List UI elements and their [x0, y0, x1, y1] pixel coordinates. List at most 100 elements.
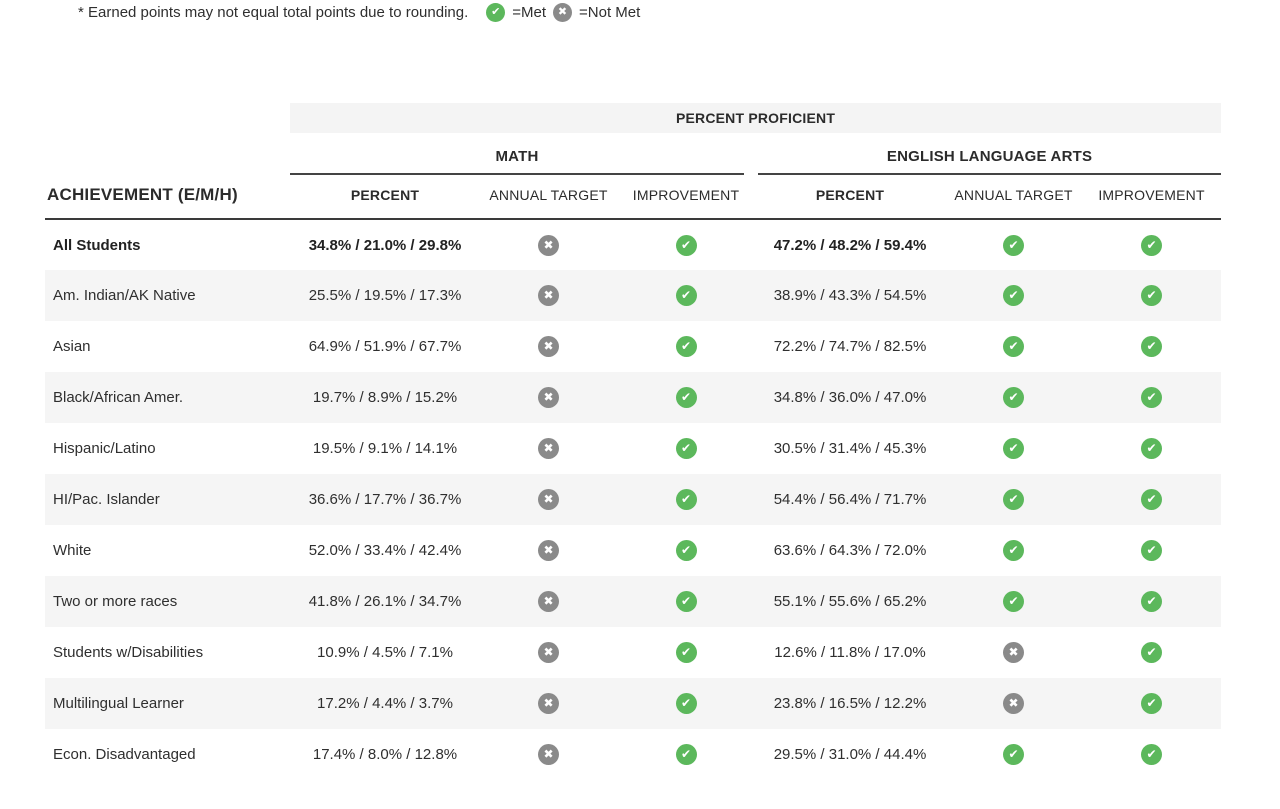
table-row: White 52.0% / 33.4% / 42.4% 63.6% / 64.3…: [45, 525, 1221, 576]
math-annual-target-status-icon: [538, 744, 559, 765]
not-met-x-circle-icon: [553, 3, 573, 22]
ela-annual-target-status-icon: [1003, 285, 1024, 306]
ela-annual-target-status-icon: [1003, 744, 1024, 765]
math-percent-value: 17.4% / 8.0% / 12.8%: [312, 746, 458, 763]
table-row: Am. Indian/AK Native 25.5% / 19.5% / 17.…: [45, 270, 1222, 321]
math-percent-value: 34.8% / 21.0% / 29.8%: [308, 236, 462, 254]
math-annual-target-status-icon: [538, 540, 559, 561]
rounding-note: * Earned points may not equal total poin…: [78, 3, 640, 22]
ela-percent-value: 72.2% / 74.7% / 82.5%: [773, 338, 927, 355]
row-label: Students w/Disabilities: [53, 644, 204, 661]
achievement-row-header: ACHIEVEMENT (E/M/H): [45, 175, 290, 220]
subject-group-row: MATH ENGLISH LANGUAGE ARTS: [45, 133, 1222, 175]
ela-improvement-status-icon: [1141, 642, 1163, 663]
math-percent-value: 17.2% / 4.4% / 3.7%: [317, 695, 453, 712]
row-label: White: [53, 542, 92, 559]
row-label: Am. Indian/AK Native: [53, 287, 196, 304]
math-improvement-status-icon: [675, 489, 697, 510]
math-annual-target-status-icon: [538, 387, 559, 408]
ela-annual-target-status-icon: [1003, 642, 1024, 663]
ela-percent-value: 38.9% / 43.3% / 54.5%: [773, 287, 927, 304]
math-annual-target-status-icon: [538, 642, 559, 663]
ela-annual-target-header: ANNUAL TARGET: [945, 175, 1082, 220]
ela-improvement-status-icon: [1141, 744, 1163, 765]
math-improvement-header: IMPROVEMENT: [617, 175, 755, 220]
ela-percent-value: 63.6% / 64.3% / 72.0%: [773, 542, 927, 559]
math-percent-value: 25.5% / 19.5% / 17.3%: [308, 287, 462, 304]
math-group-header: MATH: [290, 133, 755, 175]
math-improvement-status-icon: [675, 693, 697, 714]
ela-improvement-header: IMPROVEMENT: [1082, 175, 1222, 220]
ela-annual-target-status-icon: [1003, 387, 1024, 408]
math-improvement-status-icon: [675, 285, 697, 306]
ela-group-header: ENGLISH LANGUAGE ARTS: [755, 133, 1222, 175]
achievement-table: PERCENT PROFICIENT MATH ENGLISH LANGUAGE…: [45, 103, 1222, 780]
math-improvement-status-icon: [675, 336, 697, 357]
ela-improvement-status-icon: [1141, 387, 1163, 408]
row-label: Two or more races: [53, 593, 178, 610]
math-annual-target-status-icon: [538, 438, 559, 459]
math-improvement-status-icon: [675, 387, 697, 408]
math-improvement-status-icon: [675, 642, 697, 663]
achievement-report-table: PERCENT PROFICIENT MATH ENGLISH LANGUAGE…: [45, 103, 1222, 780]
math-improvement-status-icon: [675, 540, 697, 561]
math-annual-target-status-icon: [538, 285, 559, 306]
rounding-note-text: * Earned points may not equal total poin…: [78, 4, 469, 21]
ela-annual-target-status-icon: [1003, 234, 1024, 256]
math-annual-target-status-icon: [538, 336, 559, 357]
ela-improvement-status-icon: [1141, 285, 1163, 306]
ela-annual-target-status-icon: [1003, 591, 1024, 612]
ela-improvement-status-icon: [1141, 540, 1163, 561]
math-percent-value: 52.0% / 33.4% / 42.4%: [308, 542, 462, 559]
ela-percent-value: 47.2% / 48.2% / 59.4%: [773, 236, 927, 254]
ela-improvement-status-icon: [1141, 234, 1163, 256]
math-percent-value: 10.9% / 4.5% / 7.1%: [317, 644, 453, 661]
math-percent-value: 41.8% / 26.1% / 34.7%: [308, 593, 462, 610]
ela-annual-target-status-icon: [1003, 489, 1024, 510]
math-percent-value: 19.7% / 8.9% / 15.2%: [312, 389, 458, 406]
ela-percent-header: PERCENT: [755, 175, 945, 220]
math-group-label: MATH: [290, 138, 744, 175]
row-label: All Students: [53, 236, 141, 254]
row-label: Black/African Amer.: [53, 389, 184, 406]
table-row: All Students 34.8% / 21.0% / 29.8% 47.2%…: [45, 219, 1221, 270]
met-check-circle-icon: [486, 3, 506, 22]
math-annual-target-status-icon: [538, 591, 559, 612]
ela-improvement-status-icon: [1141, 336, 1163, 357]
banner-spacer: [45, 103, 290, 133]
column-header-row: ACHIEVEMENT (E/M/H) PERCENT ANNUAL TARGE…: [45, 175, 1222, 220]
row-label: Multilingual Learner: [53, 695, 184, 712]
math-annual-target-status-icon: [538, 693, 559, 714]
ela-percent-value: 23.8% / 16.5% / 12.2%: [773, 695, 927, 712]
math-improvement-status-icon: [675, 744, 697, 765]
math-percent-value: 36.6% / 17.7% / 36.7%: [308, 491, 462, 508]
not-met-label: =Not Met: [579, 4, 641, 21]
table-row: Black/African Amer. 19.7% / 8.9% / 15.2%…: [45, 372, 1222, 423]
ela-annual-target-status-icon: [1003, 540, 1024, 561]
ela-percent-value: 30.5% / 31.4% / 45.3%: [773, 440, 927, 457]
ela-percent-value: 29.5% / 31.0% / 44.4%: [773, 746, 927, 763]
ela-annual-target-status-icon: [1003, 336, 1024, 357]
percent-proficient-banner: PERCENT PROFICIENT: [290, 103, 1222, 133]
banner-row: PERCENT PROFICIENT: [45, 103, 1222, 133]
ela-improvement-status-icon: [1141, 489, 1163, 510]
table-row: Multilingual Learner 17.2% / 4.4% / 3.7%…: [45, 678, 1222, 729]
math-improvement-status-icon: [675, 438, 697, 459]
table-row: Two or more races 41.8% / 26.1% / 34.7% …: [45, 576, 1222, 627]
ela-annual-target-status-icon: [1003, 693, 1024, 714]
math-annual-target-status-icon: [538, 234, 559, 256]
math-percent-value: 64.9% / 51.9% / 67.7%: [308, 338, 462, 355]
met-label: =Met: [512, 4, 547, 21]
ela-improvement-status-icon: [1141, 693, 1163, 714]
table-body: All Students 34.8% / 21.0% / 29.8% 47.2%…: [45, 219, 1222, 780]
table-row: HI/Pac. Islander 36.6% / 17.7% / 36.7% 5…: [45, 474, 1222, 525]
table-row: Asian 64.9% / 51.9% / 67.7% 72.2% / 74.7…: [45, 321, 1221, 372]
row-label: HI/Pac. Islander: [53, 491, 160, 508]
math-improvement-status-icon: [675, 591, 697, 612]
row-label: Econ. Disadvantaged: [53, 746, 196, 763]
ela-percent-value: 12.6% / 11.8% / 17.0%: [774, 644, 926, 661]
row-label: Hispanic/Latino: [53, 440, 156, 457]
ela-improvement-status-icon: [1141, 438, 1163, 459]
math-improvement-status-icon: [675, 234, 697, 256]
ela-percent-value: 34.8% / 36.0% / 47.0%: [773, 389, 927, 406]
